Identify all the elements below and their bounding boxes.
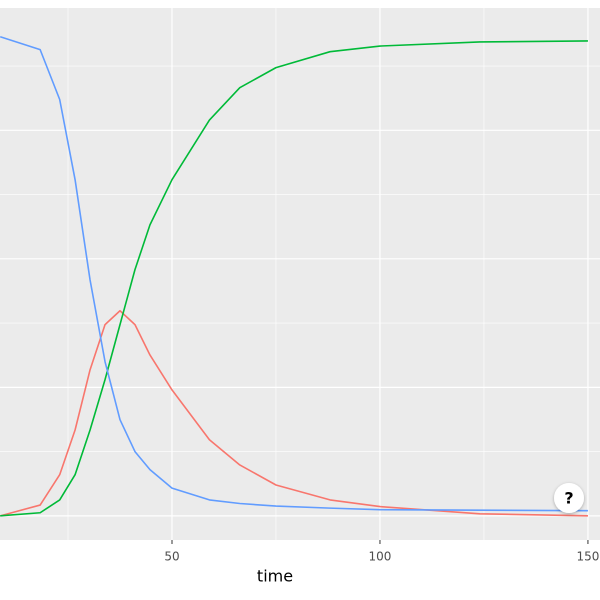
series-line	[0, 40, 588, 517]
grid	[0, 8, 600, 540]
x-tick-label: 100	[369, 550, 392, 564]
help-button[interactable]: ?	[554, 483, 584, 513]
help-button-bg[interactable]	[554, 483, 584, 513]
x-tick-label: 50	[164, 550, 179, 564]
lines	[0, 36, 588, 517]
x-tick-label: 150	[576, 550, 599, 564]
help-button-label[interactable]: ?	[564, 489, 573, 508]
x-axis-label: time	[257, 567, 293, 586]
plot-panel	[0, 8, 600, 540]
series-line	[0, 309, 588, 517]
series-line	[0, 36, 588, 512]
